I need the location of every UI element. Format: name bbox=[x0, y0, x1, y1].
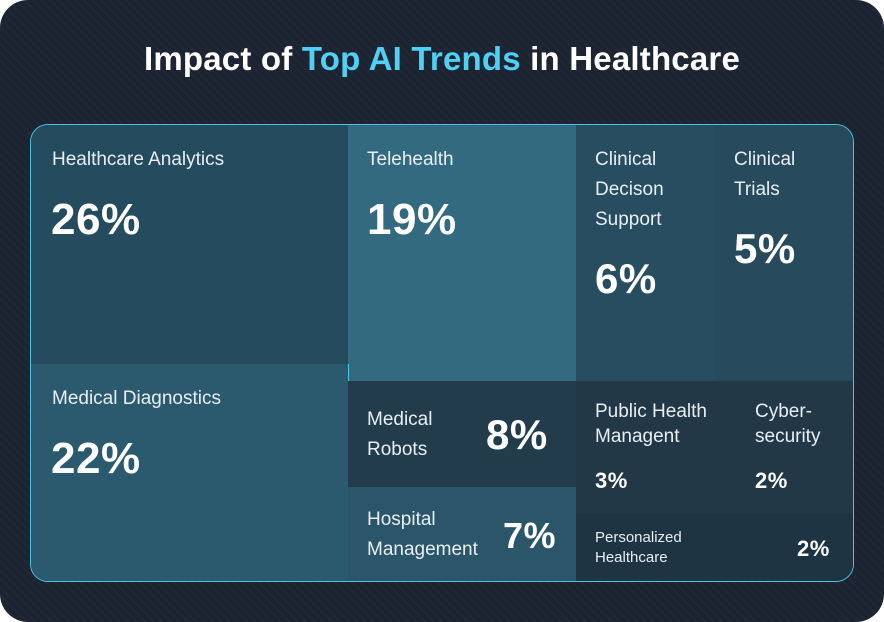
tile-telehealth: Telehealth 19% bbox=[348, 125, 577, 382]
tile-value: 22% bbox=[51, 434, 141, 483]
tile-clinical-decision-support: Clinical Decison Support 6% bbox=[576, 125, 716, 382]
tile-hospital-management: Hospital Management 7% bbox=[348, 487, 577, 581]
tile-clinical-trials: Clinical Trials 5% bbox=[715, 125, 853, 382]
tile-value: 3% bbox=[595, 468, 628, 493]
tile-label: Medical Robots bbox=[367, 409, 433, 460]
tile-cybersecurity: Cyber- security 2% bbox=[736, 381, 853, 515]
tile-healthcare-analytics: Healthcare Analytics 26% bbox=[31, 125, 349, 365]
tile-label: Medical Diagnostics bbox=[52, 388, 221, 409]
tile-value: 2% bbox=[797, 536, 830, 561]
tile-value: 7% bbox=[503, 515, 557, 556]
tile-label: Telehealth bbox=[367, 149, 454, 170]
tile-label: Healthcare Analytics bbox=[52, 149, 225, 170]
tile-label: Cyber- security bbox=[755, 401, 821, 447]
tile-medical-diagnostics: Medical Diagnostics 22% bbox=[31, 364, 349, 581]
tile-value: 5% bbox=[734, 225, 796, 272]
tile-label: Clinical Trials bbox=[734, 149, 796, 200]
tile-medical-robots: Medical Robots 8% bbox=[348, 381, 577, 488]
tile-value: 26% bbox=[51, 195, 141, 244]
chart-title: Impact of Top AI Trends in Healthcare bbox=[0, 40, 884, 78]
tile-label: Hospital Management bbox=[367, 509, 478, 560]
treemap: Healthcare Analytics 26% Telehealth 19% … bbox=[30, 124, 854, 582]
tile-value: 8% bbox=[486, 411, 548, 458]
title-suffix: in Healthcare bbox=[520, 40, 740, 77]
tile-personalized-healthcare: Personalized Healthcare 2% bbox=[576, 514, 853, 581]
title-prefix: Impact of bbox=[143, 40, 302, 77]
tile-value: 6% bbox=[595, 255, 657, 302]
tile-value: 19% bbox=[367, 195, 457, 244]
tile-label: Personalized Healthcare bbox=[595, 529, 682, 566]
tile-label: Public Health Managent bbox=[595, 401, 707, 447]
tile-value: 2% bbox=[755, 468, 788, 493]
tile-label: Clinical Decison Support bbox=[595, 149, 664, 230]
tile-public-health-management: Public Health Managent 3% bbox=[576, 381, 737, 515]
title-highlight: Top AI Trends bbox=[301, 40, 521, 77]
